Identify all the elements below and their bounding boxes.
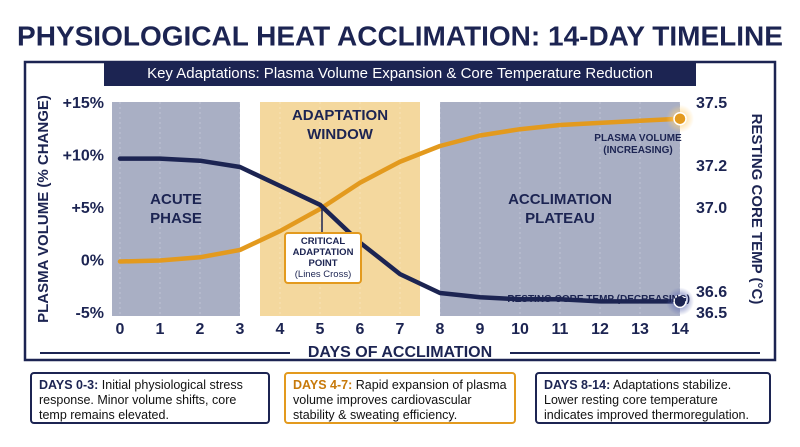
- x-tick-label: 14: [671, 321, 689, 338]
- y-axis-title: PLASMA VOLUME (% CHANGE): [35, 95, 52, 323]
- x-tick-label: 8: [436, 321, 445, 338]
- y-tick-label: -5%: [76, 305, 104, 322]
- phase-label: PLATEAU: [525, 210, 595, 227]
- y-tick-label: +10%: [63, 148, 104, 165]
- note-text: Rapid expansion of plasma volume improve…: [293, 378, 507, 422]
- x-tick-label: 10: [511, 321, 529, 338]
- series-line: [117, 156, 683, 304]
- x-tick-label: 6: [356, 321, 365, 338]
- y2-tick-label: 37.2: [696, 158, 727, 175]
- annotation-note: (Lines Cross): [294, 269, 352, 280]
- x-tick-label: 5: [316, 321, 325, 338]
- x-tick-label: 1: [156, 321, 165, 338]
- end-marker: [673, 294, 687, 309]
- x-tick-label: 0: [116, 321, 125, 338]
- phase-label: ADAPTATION: [292, 107, 388, 124]
- note-box: DAYS 8-14: Adaptations stabilize. Lower …: [535, 372, 771, 424]
- note-heading: DAYS 0-3:: [39, 378, 99, 392]
- x-tick-label: 12: [591, 321, 609, 338]
- y2-tick-label: 36.6: [696, 284, 727, 301]
- note-box: DAYS 4-7: Rapid expansion of plasma volu…: [284, 372, 516, 424]
- note-heading: DAYS 4-7:: [293, 378, 353, 392]
- phase-label: PHASE: [150, 210, 202, 227]
- y-tick-label: +5%: [72, 200, 104, 217]
- annotation-text: CRITICAL: [300, 236, 346, 247]
- series-label: PLASMA VOLUME (INCREASING): [594, 133, 682, 156]
- note-text: Initial physiological stress response. M…: [39, 378, 243, 422]
- x-tick-label: 2: [196, 321, 205, 338]
- x-tick-label: 11: [552, 321, 569, 338]
- x-tick-label: 4: [276, 321, 285, 338]
- phase-band: [112, 102, 240, 316]
- note-text: Adaptations stabilize. Lower resting cor…: [544, 378, 749, 422]
- annotation-text: POINT: [308, 258, 338, 269]
- note-box: DAYS 0-3: Initial physiological stress r…: [30, 372, 270, 424]
- x-tick-label: 7: [396, 321, 405, 338]
- phase-label: ACUTE: [150, 191, 202, 208]
- x-tick-label: 9: [476, 321, 485, 338]
- chart-title: PHYSIOLOGICAL HEAT ACCLIMATION: 14-DAY T…: [17, 20, 783, 51]
- subtitle-banner: [104, 62, 696, 86]
- y-tick-label: +15%: [63, 95, 104, 112]
- series-label: RESTING CORE TEMP (DECREASING): [507, 294, 690, 305]
- x-axis-title: DAYS OF ACCLIMATION: [308, 344, 492, 361]
- x-tick-label: 13: [631, 321, 649, 338]
- annotation-text: ADAPTATION: [292, 247, 354, 258]
- y2-tick-label: 37.0: [696, 200, 727, 217]
- y2-tick-label: 36.5: [696, 305, 727, 322]
- y2-axis-title: RESTING CORE TEMP (°C): [748, 114, 765, 305]
- end-marker: [673, 111, 687, 126]
- chart-subtitle: Key Adaptations: Plasma Volume Expansion…: [147, 65, 653, 82]
- phase-label: ACCLIMATION: [508, 191, 612, 208]
- annotation-box: CRITICAL ADAPTATION POINT (Lines Cross): [284, 232, 362, 284]
- y-tick-label: 0%: [81, 253, 104, 270]
- x-tick-label: 3: [236, 321, 245, 338]
- series-line: [117, 116, 683, 264]
- phase-label: WINDOW: [307, 126, 374, 143]
- y2-tick-label: 37.5: [696, 95, 727, 112]
- note-heading: DAYS 8-14:: [544, 378, 611, 392]
